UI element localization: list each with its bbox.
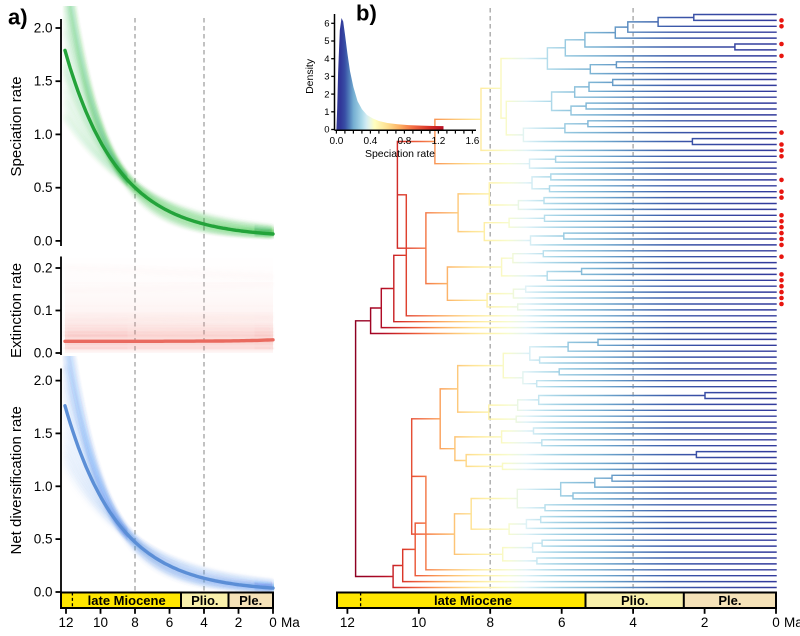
- svg-text:0.0: 0.0: [329, 136, 343, 147]
- svg-text:late Miocene: late Miocene: [434, 593, 512, 608]
- svg-text:1.5: 1.5: [34, 74, 53, 89]
- svg-text:0.2: 0.2: [34, 261, 53, 276]
- svg-text:Ple.: Ple.: [718, 593, 741, 608]
- svg-text:Plio.: Plio.: [191, 593, 218, 608]
- svg-text:4: 4: [200, 615, 208, 630]
- svg-text:Extinction rate: Extinction rate: [8, 263, 25, 358]
- svg-text:Net diversification rate: Net diversification rate: [8, 406, 25, 554]
- svg-text:8: 8: [486, 615, 494, 630]
- svg-text:Speciation rate: Speciation rate: [8, 76, 25, 176]
- svg-text:6: 6: [166, 615, 174, 630]
- svg-text:2.0: 2.0: [34, 21, 53, 36]
- svg-text:0: 0: [324, 125, 329, 136]
- svg-text:0.0: 0.0: [34, 346, 53, 361]
- svg-text:2: 2: [324, 89, 329, 100]
- svg-text:4: 4: [324, 54, 329, 65]
- svg-text:6: 6: [558, 615, 566, 630]
- svg-text:2.0: 2.0: [34, 373, 53, 388]
- svg-text:0.4: 0.4: [363, 136, 377, 147]
- svg-text:0.0: 0.0: [34, 233, 53, 248]
- svg-text:b): b): [356, 1, 377, 26]
- svg-text:Ple.: Ple.: [239, 593, 262, 608]
- svg-text:1.0: 1.0: [34, 127, 53, 142]
- svg-text:0.5: 0.5: [34, 532, 53, 547]
- svg-text:0.0: 0.0: [34, 585, 53, 600]
- svg-text:10: 10: [93, 615, 108, 630]
- svg-text:0.8: 0.8: [397, 136, 411, 147]
- svg-text:2: 2: [701, 615, 709, 630]
- svg-text:1.0: 1.0: [34, 479, 53, 494]
- svg-text:8: 8: [131, 615, 139, 630]
- svg-text:4: 4: [629, 615, 637, 630]
- svg-text:Ma: Ma: [784, 615, 800, 630]
- svg-text:5: 5: [324, 36, 329, 47]
- svg-text:Density: Density: [304, 58, 316, 94]
- svg-text:2: 2: [235, 615, 243, 630]
- svg-text:12: 12: [58, 615, 73, 630]
- svg-text:late Miocene: late Miocene: [88, 593, 166, 608]
- svg-text:a): a): [8, 5, 28, 30]
- svg-text:6: 6: [324, 19, 329, 30]
- svg-text:10: 10: [411, 615, 426, 630]
- svg-text:3: 3: [324, 72, 329, 83]
- svg-text:1: 1: [324, 107, 329, 118]
- svg-text:1.6: 1.6: [465, 136, 479, 147]
- svg-text:0: 0: [269, 615, 277, 630]
- svg-text:Speciation rate: Speciation rate: [365, 148, 435, 160]
- svg-text:Plio.: Plio.: [621, 593, 648, 608]
- svg-text:Ma: Ma: [281, 615, 300, 630]
- svg-text:12: 12: [340, 615, 355, 630]
- svg-text:1.2: 1.2: [431, 136, 445, 147]
- svg-text:0.1: 0.1: [34, 303, 53, 318]
- svg-text:1.5: 1.5: [34, 426, 53, 441]
- svg-text:0.5: 0.5: [34, 180, 53, 195]
- svg-text:0: 0: [772, 615, 780, 630]
